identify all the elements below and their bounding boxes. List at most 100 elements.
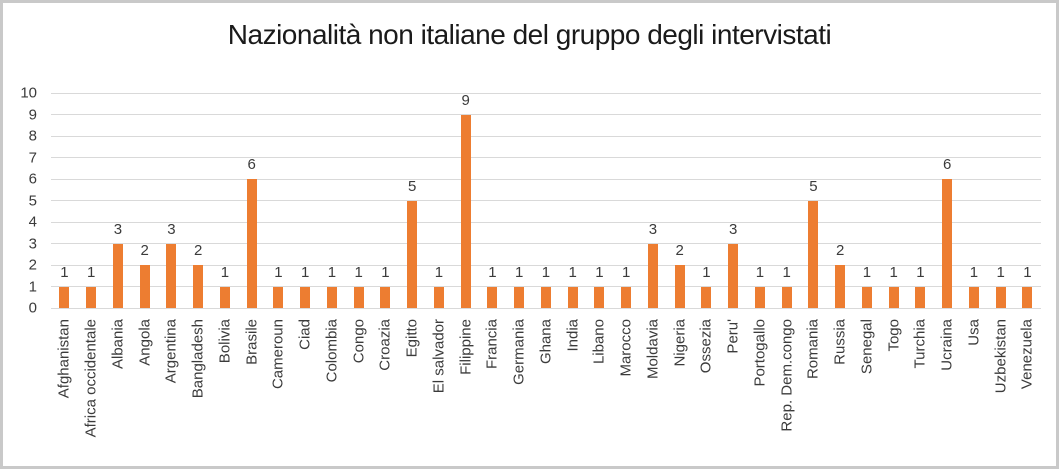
x-cell: Ossezia bbox=[693, 312, 720, 466]
x-tick-label: Uzbekistan bbox=[992, 319, 1010, 394]
data-label: 1 bbox=[595, 263, 604, 281]
bar bbox=[407, 200, 418, 308]
bar bbox=[942, 179, 953, 308]
x-cell: Togo bbox=[880, 312, 907, 466]
data-label: 3 bbox=[728, 220, 738, 238]
data-label: 1 bbox=[996, 263, 1005, 281]
data-label: 1 bbox=[1023, 263, 1032, 281]
bar bbox=[166, 243, 177, 308]
x-cell: Congo bbox=[345, 312, 372, 466]
y-tick-label: 0 bbox=[28, 299, 37, 317]
x-cell: Peru' bbox=[720, 312, 747, 466]
bar-cell: 3 bbox=[640, 93, 667, 308]
data-label: 2 bbox=[835, 242, 845, 259]
x-tick-label: Portogallo bbox=[751, 319, 769, 387]
x-tick-label: Argentina bbox=[162, 319, 180, 384]
x-cell: Francia bbox=[479, 312, 506, 466]
x-tick-label: Togo bbox=[885, 319, 903, 352]
gridline bbox=[51, 178, 1041, 180]
x-cell: Egitto bbox=[399, 312, 426, 466]
bar-cell: 1 bbox=[78, 93, 105, 308]
bar bbox=[86, 286, 97, 308]
bar bbox=[193, 265, 204, 308]
x-cell: El salvador bbox=[426, 312, 453, 466]
bar-cell: 3 bbox=[105, 93, 132, 308]
data-label: 6 bbox=[942, 156, 952, 173]
bar-cell: 6 bbox=[934, 93, 961, 308]
bar bbox=[674, 265, 685, 308]
bar-cell: 1 bbox=[559, 93, 586, 308]
bar bbox=[915, 286, 926, 308]
bar bbox=[219, 286, 230, 308]
data-label: 1 bbox=[568, 263, 577, 281]
x-tick-label: Afghanistan bbox=[55, 319, 73, 399]
bar bbox=[995, 286, 1006, 308]
x-cell: Argentina bbox=[158, 312, 185, 466]
x-cell: Albania bbox=[105, 312, 132, 466]
x-tick-label: Bolivia bbox=[216, 319, 234, 364]
data-label: 1 bbox=[274, 263, 283, 281]
x-tick-label: Croazia bbox=[376, 319, 394, 371]
data-label: 1 bbox=[969, 263, 979, 281]
x-tick-label: Brasile bbox=[243, 319, 261, 365]
bar-cell: 1 bbox=[693, 93, 720, 308]
bar bbox=[326, 286, 337, 308]
data-label: 3 bbox=[167, 220, 176, 238]
gridline bbox=[51, 200, 1041, 201]
x-cell: Germania bbox=[506, 312, 533, 466]
gridline bbox=[51, 157, 1041, 158]
x-tick-label: Ucraina bbox=[938, 319, 956, 371]
y-axis: 0 1 2 3 4 5 6 7 8 9 10 bbox=[3, 85, 43, 317]
bar bbox=[433, 286, 444, 308]
data-label: 6 bbox=[247, 156, 256, 173]
x-tick-label: Africa occidentale bbox=[82, 319, 100, 438]
bar-cell: 2 bbox=[185, 93, 212, 308]
x-cell: Bolivia bbox=[212, 312, 239, 466]
bar bbox=[246, 179, 257, 308]
bar-cell: 1 bbox=[51, 93, 78, 308]
gridline bbox=[51, 135, 1041, 137]
x-cell: Usa bbox=[961, 312, 988, 466]
bar bbox=[861, 286, 872, 308]
bar-cell: 1 bbox=[506, 93, 533, 308]
x-tick-label: Cameroun bbox=[269, 319, 287, 390]
bar-cell: 1 bbox=[372, 93, 399, 308]
x-cell: Senegal bbox=[854, 312, 881, 466]
y-tick-label: 1 bbox=[28, 278, 37, 295]
bar bbox=[487, 286, 498, 308]
data-label: 1 bbox=[514, 263, 524, 281]
bar bbox=[112, 243, 123, 308]
bar-cell: 2 bbox=[827, 93, 854, 308]
bar bbox=[380, 286, 391, 308]
x-cell: Filippine bbox=[452, 312, 479, 466]
data-label: 1 bbox=[916, 263, 925, 281]
bar bbox=[888, 286, 899, 308]
data-label: 3 bbox=[648, 220, 658, 238]
bar bbox=[647, 243, 658, 308]
bar bbox=[273, 286, 284, 308]
x-tick-label: Libano bbox=[590, 319, 608, 365]
bar-cell: 1 bbox=[613, 93, 640, 308]
x-cell: Ghana bbox=[533, 312, 560, 466]
x-tick-label: Albania bbox=[109, 319, 127, 370]
bar bbox=[514, 286, 525, 308]
data-label: 1 bbox=[488, 263, 497, 281]
y-tick-label: 7 bbox=[28, 149, 37, 166]
gridline bbox=[51, 221, 1041, 223]
x-tick-label: Congo bbox=[350, 319, 368, 364]
bar bbox=[968, 286, 979, 308]
x-tick-label: El salvador bbox=[430, 319, 448, 394]
x-tick-label: Turchia bbox=[911, 319, 929, 369]
bar-cell: 3 bbox=[720, 93, 747, 308]
x-cell: Angola bbox=[131, 312, 158, 466]
bar-cell: 1 bbox=[426, 93, 453, 308]
x-tick-label: Bangladesh bbox=[189, 319, 207, 399]
y-tick-label: 9 bbox=[28, 106, 37, 123]
x-tick-label: Rep. Dem.congo bbox=[778, 319, 796, 432]
data-label: 1 bbox=[86, 263, 96, 281]
x-cell: Croazia bbox=[372, 312, 399, 466]
data-label: 1 bbox=[60, 263, 69, 281]
x-axis: Afghanistan Africa occidentale Albania Ango… bbox=[51, 312, 1041, 466]
bar-cell: 1 bbox=[961, 93, 988, 308]
